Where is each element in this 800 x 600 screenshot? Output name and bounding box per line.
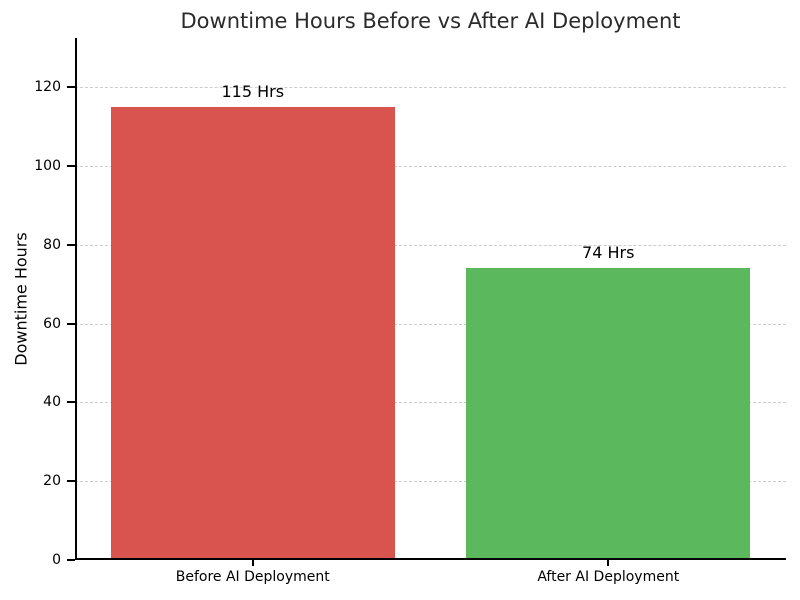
x-axis-spine (75, 558, 786, 560)
y-tick-mark-40 (67, 401, 75, 404)
gridline-y20 (75, 481, 786, 483)
bar-after (466, 268, 751, 560)
gridline-y120 (75, 87, 786, 89)
gridline-y80 (75, 244, 786, 246)
y-axis-label: Downtime Hours (11, 232, 31, 366)
y-axis-spine (75, 38, 77, 560)
y-tick-label-120: 120 (34, 79, 61, 96)
y-tick-mark-100 (67, 165, 75, 168)
bar-value-label-before: 115 Hrs (221, 81, 285, 101)
plot-area: 115 Hrs 74 Hrs 0 20 40 60 80 100 120 Before AI De… (34, 38, 786, 585)
y-tick-mark-60 (67, 322, 75, 325)
y-tick-label-60: 60 (43, 315, 61, 332)
gridline-y40 (75, 402, 786, 404)
y-tick-mark-0 (67, 559, 75, 561)
y-tick-mark-20 (67, 480, 75, 483)
y-tick-mark-120 (67, 86, 75, 89)
x-tick-mark-1 (607, 560, 610, 566)
y-tick-label-100: 100 (34, 158, 61, 175)
gridline-y100 (75, 166, 786, 168)
x-tick-mark-0 (251, 560, 254, 566)
y-tick-label-20: 20 (43, 473, 61, 490)
chart-title: Downtime Hours Before vs After AI Deploy… (180, 9, 681, 33)
x-tick-label-0: Before AI Deployment (175, 569, 330, 585)
bar-before (110, 106, 395, 560)
gridline-y60 (75, 323, 786, 325)
bar-value-label-after: 74 Hrs (582, 243, 635, 263)
y-tick-label-80: 80 (43, 236, 61, 253)
y-tick-label-40: 40 (43, 394, 61, 411)
y-tick-label-0: 0 (52, 552, 61, 568)
y-tick-mark-80 (67, 243, 75, 246)
x-tick-label-1: After AI Deployment (537, 569, 680, 585)
